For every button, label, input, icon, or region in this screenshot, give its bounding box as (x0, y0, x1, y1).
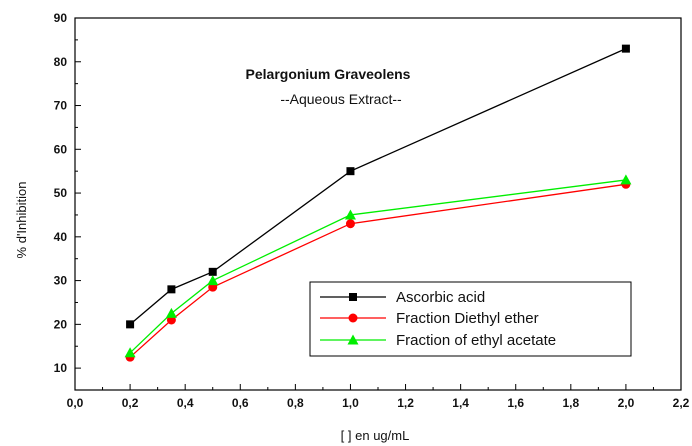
x-tick-label: 0,4 (177, 396, 194, 410)
y-axis: 10 20 30 40 50 60 70 80 90 (54, 11, 81, 375)
y-tick-label: 50 (54, 186, 68, 200)
chart-subtitle: --Aqueous Extract-- (280, 91, 402, 107)
x-tick-label: 0,0 (67, 396, 84, 410)
chart-title: Pelargonium Graveolens (246, 66, 411, 82)
y-tick-label: 90 (54, 11, 68, 25)
data-point (165, 307, 177, 318)
data-point (207, 275, 219, 286)
data-point (208, 267, 217, 276)
legend-label: Fraction Diethyl ether (396, 310, 539, 327)
y-tick-label: 80 (54, 55, 68, 69)
series-layer (124, 44, 632, 362)
x-tick-label: 1,4 (452, 396, 469, 410)
data-point (126, 320, 135, 329)
x-tick-label: 1,8 (562, 396, 579, 410)
data-point (124, 347, 136, 358)
data-point (345, 219, 355, 229)
legend-marker (349, 293, 357, 301)
y-tick-label: 20 (54, 317, 68, 331)
x-tick-label: 0,2 (122, 396, 139, 410)
legend-label: Ascorbic acid (396, 289, 485, 306)
series-triangle (124, 174, 632, 358)
y-tick-label: 40 (54, 230, 68, 244)
x-tick-label: 1,2 (397, 396, 414, 410)
x-tick-label: 1,0 (342, 396, 359, 410)
series-square (126, 44, 630, 329)
y-tick-label: 60 (54, 142, 68, 156)
x-tick-label: 0,8 (287, 396, 304, 410)
y-tick-label: 10 (54, 361, 68, 375)
x-tick-label: 1,6 (507, 396, 524, 410)
legend: Ascorbic acid Fraction Diethyl ether Fract… (309, 281, 632, 357)
x-tick-label: 2,2 (673, 396, 690, 410)
legend-marker (348, 313, 358, 323)
x-tick-label: 0,6 (232, 396, 249, 410)
x-axis: 0,0 0,2 0,4 0,6 0,8 1,0 1,2 1,4 1,6 1,8 2,0 2,2 (67, 384, 690, 410)
y-tick-label: 30 (54, 274, 68, 288)
y-tick-label: 70 (54, 99, 68, 113)
y-axis-label: % d'Inhibition (14, 182, 29, 259)
data-point (344, 209, 356, 220)
data-point (620, 174, 632, 185)
legend-label: Fraction of ethyl acetate (396, 332, 556, 349)
x-tick-label: 2,0 (618, 396, 635, 410)
data-point (621, 44, 630, 53)
data-point (167, 285, 176, 294)
x-axis-label: [ ] en ug/mL (341, 428, 410, 443)
legend-box (309, 281, 632, 357)
data-point (346, 167, 355, 176)
legend-marker (347, 334, 359, 345)
